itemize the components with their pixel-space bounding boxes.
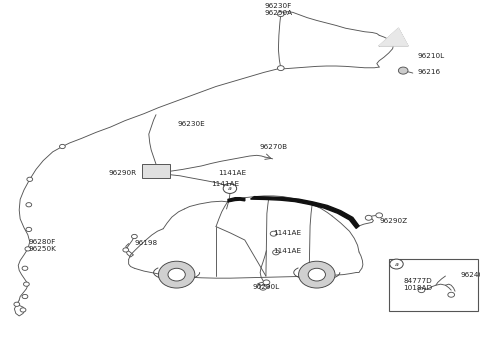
Circle shape	[168, 268, 185, 281]
Circle shape	[398, 67, 408, 74]
Circle shape	[158, 261, 195, 288]
FancyBboxPatch shape	[142, 164, 170, 178]
Circle shape	[299, 261, 335, 288]
Text: 96290L: 96290L	[253, 284, 280, 290]
Circle shape	[418, 288, 425, 293]
Text: 96230F
96250A: 96230F 96250A	[264, 3, 292, 16]
Text: a: a	[228, 186, 232, 191]
Polygon shape	[251, 197, 359, 228]
Circle shape	[20, 308, 26, 312]
FancyBboxPatch shape	[389, 259, 478, 311]
Circle shape	[273, 250, 279, 255]
Circle shape	[260, 285, 266, 290]
Circle shape	[25, 247, 31, 251]
Circle shape	[14, 302, 20, 306]
Text: 96216: 96216	[418, 70, 441, 75]
Text: 96230E: 96230E	[178, 121, 205, 127]
Text: 96290Z: 96290Z	[379, 218, 408, 223]
Polygon shape	[228, 198, 245, 202]
Text: 1141AE: 1141AE	[218, 170, 247, 176]
Text: 1141AE: 1141AE	[211, 181, 240, 187]
Circle shape	[60, 144, 65, 149]
Circle shape	[22, 294, 28, 299]
Text: 96280F
96250K: 96280F 96250K	[29, 239, 57, 252]
Text: 96240D: 96240D	[461, 272, 480, 278]
Circle shape	[26, 203, 32, 207]
Circle shape	[132, 234, 137, 239]
Circle shape	[263, 280, 270, 285]
Circle shape	[308, 268, 325, 281]
Circle shape	[376, 213, 383, 218]
Circle shape	[27, 177, 33, 181]
Circle shape	[277, 12, 284, 17]
Circle shape	[277, 66, 284, 71]
Text: 96198: 96198	[134, 240, 157, 246]
Text: 1141AE: 1141AE	[274, 248, 302, 253]
Polygon shape	[379, 28, 408, 46]
Text: 96210L: 96210L	[418, 54, 445, 59]
Circle shape	[390, 259, 403, 269]
Text: 1141AE: 1141AE	[274, 230, 302, 236]
Circle shape	[123, 248, 129, 252]
Text: 96270B: 96270B	[259, 144, 288, 150]
Circle shape	[22, 266, 28, 270]
Circle shape	[365, 215, 372, 220]
Circle shape	[26, 227, 32, 232]
Circle shape	[24, 282, 29, 286]
Text: a: a	[395, 262, 398, 267]
Circle shape	[270, 231, 277, 236]
Text: 96290R: 96290R	[108, 170, 137, 176]
Circle shape	[448, 292, 455, 297]
Text: 84777D
1018AD: 84777D 1018AD	[403, 278, 432, 291]
Circle shape	[223, 184, 237, 193]
Circle shape	[224, 184, 231, 189]
